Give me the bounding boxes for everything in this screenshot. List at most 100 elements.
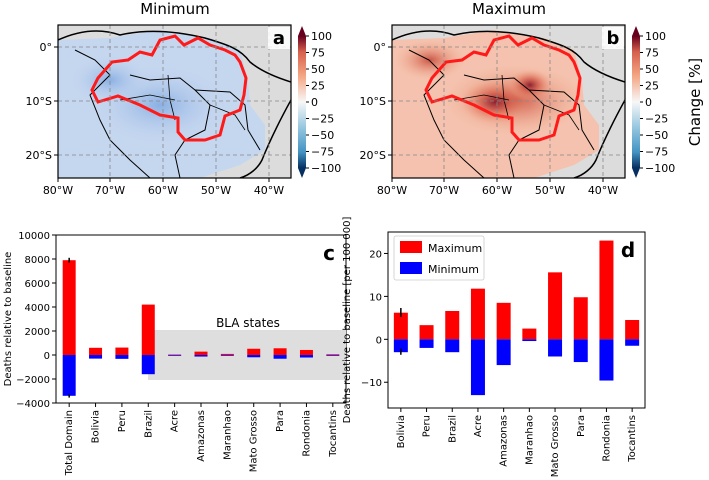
bar-minimum	[496, 339, 511, 366]
bar-maximum	[393, 312, 408, 340]
x-tick-label: Rondonia	[301, 410, 312, 457]
y-tick-label: 20	[369, 249, 382, 260]
map-x-tick-label: 60°W	[482, 184, 512, 197]
bar-minimum	[62, 355, 76, 396]
y-tick-label: −2000	[16, 375, 50, 386]
x-tick-label: Amazonas	[196, 410, 207, 462]
map-x-tick-label: 80°W	[43, 184, 73, 197]
colorbar-tick-label: 0	[645, 96, 652, 109]
colorbar-b: 100 75 50 25 0 −25 −50 −75 −100 Change [%]	[632, 26, 704, 178]
panel-label-d: d	[621, 238, 635, 262]
map-y-tick-label: 20°S	[26, 149, 52, 162]
x-tick-label: Mato Grosso	[249, 410, 260, 472]
x-tick-label: Acre	[170, 410, 181, 432]
x-tick-label: Brazil	[143, 410, 154, 438]
map-y-tick-label: 0°	[374, 41, 387, 54]
map-x-tick-label: 40°W	[588, 184, 618, 197]
x-tick-label: Brazil	[447, 415, 458, 443]
bar-minimum	[326, 355, 340, 356]
map-b-y-ticks: 0° 10°S 20°S	[360, 41, 392, 162]
bar-minimum	[419, 339, 434, 348]
bar-maximum	[419, 325, 434, 340]
colorbar-tick-label: −25	[645, 113, 668, 126]
map-b-title: Maximum	[472, 0, 546, 18]
colorbar-tick-label: −25	[311, 113, 334, 126]
bar-maximum	[168, 354, 182, 356]
bar-maximum	[115, 347, 129, 355]
bar-minimum	[573, 339, 588, 363]
colorbar-tick-label: 100	[645, 30, 666, 43]
bar-chart-d: −10 0 10 20 Bolivia Peru Brazil Acre Amazonas Ma…	[342, 217, 646, 477]
y-tick-label: 6000	[25, 279, 50, 290]
bar-maximum	[89, 347, 103, 355]
x-tick-label: Bolivia	[91, 410, 102, 443]
colorbar-label: Change [%]	[686, 58, 704, 146]
legend-minimum: Minimum	[428, 263, 479, 276]
map-x-tick-label: 50°W	[535, 184, 565, 197]
map-b-x-ticks: 80°W 70°W 60°W 50°W 40°W	[377, 178, 618, 197]
colorbar-a: 100 75 50 25 0 −25 −50 −75 −100	[298, 26, 341, 178]
map-panel-minimum: Minimum a	[26, 0, 292, 197]
x-tick-label: Amazonas	[499, 415, 510, 467]
colorbar-tick-label: 75	[645, 47, 659, 60]
d-bars	[393, 240, 640, 396]
bar-maximum	[496, 302, 511, 340]
y-tick-label: 8000	[25, 255, 50, 266]
map-a-title: Minimum	[140, 0, 210, 18]
bar-maximum	[62, 260, 76, 355]
bar-maximum	[141, 304, 155, 355]
bar-maximum	[548, 272, 563, 340]
bar-minimum	[445, 339, 460, 353]
map-x-tick-label: 80°W	[377, 184, 407, 197]
bar-minimum	[548, 339, 563, 357]
x-tick-label: Rondonia	[601, 415, 612, 462]
bar-maximum	[326, 354, 340, 356]
bla-states-annotation: BLA states	[216, 316, 280, 330]
bar-maximum	[573, 297, 588, 340]
colorbar-tick-label: 25	[311, 80, 325, 93]
panel-label-c: c	[323, 241, 335, 265]
legend-swatch-minimum	[400, 262, 422, 274]
bar-minimum	[89, 355, 103, 359]
bar-maximum	[220, 353, 234, 355]
map-panel-maximum: Maximum b 80°W 70°	[360, 0, 626, 197]
c-y-ticks: −4000 −2000 0 2000 4000 6000 8000 10000	[16, 231, 56, 410]
y-tick-label: −10	[361, 378, 382, 389]
d-x-ticks: Bolivia Peru Brazil Acre Amazonas Maranhao Mat…	[396, 408, 638, 477]
c-ylabel: Deaths relative to baseline	[3, 252, 14, 387]
map-a-x-ticks: 80°W 70°W 60°W 50°W 40°W	[43, 178, 284, 197]
bar-maximum	[470, 288, 485, 340]
map-x-tick-label: 60°W	[148, 184, 178, 197]
bar-maximum	[273, 348, 287, 355]
colorbar-tick-label: −75	[645, 146, 668, 159]
bar-minimum	[522, 339, 537, 342]
y-tick-label: 2000	[25, 327, 50, 338]
map-x-tick-label: 70°W	[429, 184, 459, 197]
colorbar-tick-label: 25	[645, 80, 659, 93]
y-tick-label: 4000	[25, 303, 50, 314]
map-y-tick-label: 20°S	[360, 149, 386, 162]
bar-minimum	[168, 355, 182, 356]
y-tick-label: 10	[369, 292, 382, 303]
d-legend: Maximum Minimum	[393, 235, 485, 281]
colorbar-tick-label: −100	[311, 162, 341, 175]
d-y-ticks: −10 0 10 20	[361, 249, 388, 389]
colorbar-tick-label: 50	[645, 63, 659, 76]
map-y-tick-label: 10°S	[360, 95, 386, 108]
map-y-tick-label: 10°S	[26, 95, 52, 108]
map-y-tick-label: 0°	[40, 41, 53, 54]
y-tick-label: 0	[376, 335, 382, 346]
bar-maximum	[625, 320, 640, 340]
bar-maximum	[445, 310, 460, 340]
colorbar-tick-label: 50	[311, 63, 325, 76]
y-tick-label: −4000	[16, 399, 50, 410]
x-tick-label: Maranhao	[524, 415, 535, 465]
x-tick-label: Acre	[473, 415, 484, 437]
colorbar-tick-label: −50	[311, 129, 334, 142]
bar-chart-c: BLA states −4000 −2000 0 2000 4000 6000 8000 10…	[3, 231, 347, 476]
bar-maximum	[599, 240, 614, 340]
colorbar-tick-label: 0	[311, 96, 318, 109]
map-x-tick-label: 40°W	[254, 184, 284, 197]
legend-swatch-maximum	[400, 241, 422, 253]
